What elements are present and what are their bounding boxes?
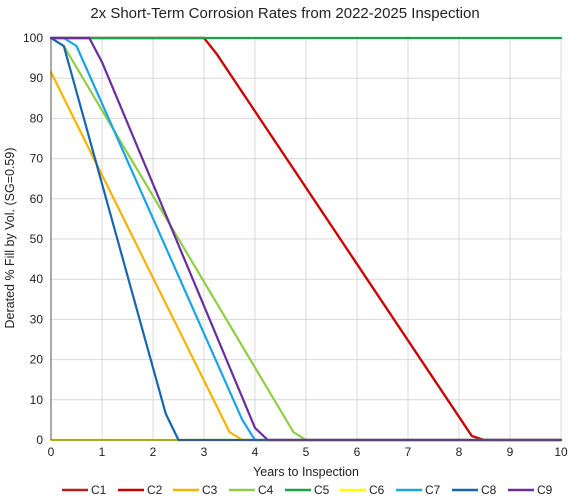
- y-tick-label: 80: [30, 111, 44, 125]
- x-tick-label: 7: [405, 445, 412, 459]
- y-tick-label: 50: [30, 232, 44, 246]
- legend-item-c8: C8: [452, 483, 497, 497]
- legend-item-c5: C5: [285, 483, 330, 497]
- y-tick-label: 20: [30, 353, 44, 367]
- y-tick-label: 100: [23, 31, 43, 45]
- legend-label: C2: [147, 483, 163, 497]
- legend-item-c3: C3: [173, 483, 218, 497]
- x-tick-label: 9: [507, 445, 514, 459]
- y-tick-label: 0: [36, 433, 43, 447]
- y-axis-label: Derated % Fill by Vol. (SG=0.59): [3, 148, 17, 329]
- grid: [50, 37, 562, 441]
- y-tick-label: 40: [30, 272, 44, 286]
- legend-label: C3: [202, 483, 218, 497]
- legend-item-c4: C4: [229, 483, 274, 497]
- legend-label: C7: [425, 483, 441, 497]
- y-tick-label: 30: [30, 312, 44, 326]
- y-tick-label: 90: [30, 71, 44, 85]
- legend-label: C5: [314, 483, 330, 497]
- chart-title: 2x Short-Term Corrosion Rates from 2022-…: [90, 5, 479, 22]
- legend-item-c6: C6: [340, 483, 385, 497]
- legend-label: C6: [369, 483, 385, 497]
- legend: C1 C2 C3 C4 C5 C6 C7 C8 C9: [62, 483, 553, 497]
- y-tick-label: 60: [30, 192, 44, 206]
- legend-label: C9: [537, 483, 553, 497]
- x-tick-label: 10: [554, 445, 568, 459]
- x-tick-label: 6: [354, 445, 361, 459]
- x-tick-label: 0: [48, 445, 55, 459]
- x-tick-label: 1: [99, 445, 106, 459]
- legend-item-c9: C9: [508, 483, 553, 497]
- x-axis-label: Years to Inspection: [253, 465, 359, 479]
- legend-item-c2: C2: [118, 483, 163, 497]
- x-tick-label: 5: [303, 445, 310, 459]
- x-tick-label: 8: [456, 445, 463, 459]
- y-tick-label: 70: [30, 152, 44, 166]
- legend-label: C1: [91, 483, 107, 497]
- x-tick-label: 2: [150, 445, 157, 459]
- x-tick-label: 4: [252, 445, 259, 459]
- legend-label: C4: [258, 483, 274, 497]
- legend-label: C8: [481, 483, 497, 497]
- x-tick-label: 3: [201, 445, 208, 459]
- legend-item-c7: C7: [396, 483, 441, 497]
- y-tick-label: 10: [30, 393, 44, 407]
- legend-item-c1: C1: [62, 483, 107, 497]
